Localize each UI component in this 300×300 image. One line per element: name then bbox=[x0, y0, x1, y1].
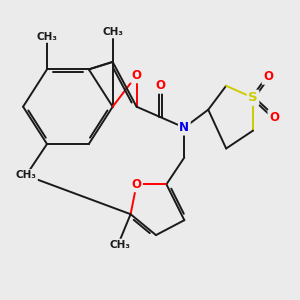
Text: O: O bbox=[263, 70, 273, 83]
Text: CH₃: CH₃ bbox=[37, 32, 58, 41]
Text: O: O bbox=[269, 111, 279, 124]
Text: CH₃: CH₃ bbox=[102, 27, 123, 37]
Text: N: N bbox=[179, 121, 189, 134]
Text: O: O bbox=[132, 178, 142, 191]
Text: O: O bbox=[132, 69, 142, 82]
Text: O: O bbox=[155, 79, 166, 92]
Text: S: S bbox=[248, 91, 258, 104]
Text: CH₃: CH₃ bbox=[16, 170, 37, 180]
Text: CH₃: CH₃ bbox=[110, 240, 130, 250]
